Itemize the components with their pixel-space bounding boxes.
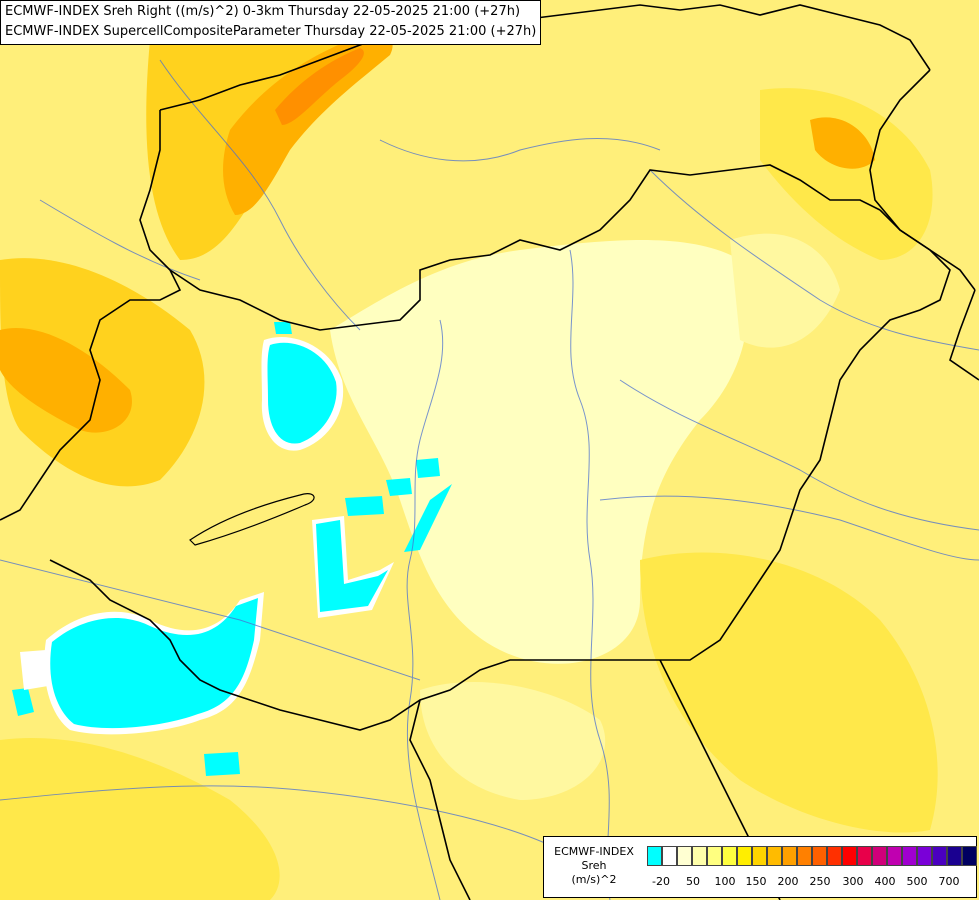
legend-swatch [917,846,932,866]
negative-area-2 [274,322,292,334]
legend-title: ECMWF-INDEX Sreh (m/s)^2 [544,845,644,887]
lake-balaton [189,493,315,546]
border-hungary-east [660,209,951,661]
legend-tick-label: 500 [906,875,928,888]
mid-zone-southeast [640,552,938,833]
pale-zone-south [420,681,606,800]
orange-zone-west [0,328,132,433]
legend-tick-label: 400 [874,875,896,888]
negative-area-3 [345,496,384,516]
legend-swatch [767,846,782,866]
white-patch-1 [20,650,48,690]
map-header: ECMWF-INDEX Sreh Right ((m/s)^2) 0-3km T… [0,0,542,45]
border-northeast [869,69,976,291]
pale-zone-central [330,240,748,664]
legend-tick-label: 50 [686,875,700,888]
legend-swatch [932,846,947,866]
legend-swatch [752,846,767,866]
orange-zone-north [223,35,393,215]
legend-tick-label: 250 [809,875,831,888]
border-austria [0,269,182,521]
negative-area-8 [50,598,258,729]
border-hungary-south [49,559,660,731]
legend-swatch [737,846,752,866]
negative-area-10 [204,752,240,776]
border-croatia [409,699,471,900]
legend-swatch [722,846,737,866]
legend-tick-label: 200 [777,875,799,888]
legend-swatch [692,846,707,866]
border-romania [949,289,979,381]
mid-zone-southwest [0,738,280,900]
deep-orange-zone-north [275,48,364,125]
pale-zone-east [730,233,840,348]
negative-area-4 [386,478,412,496]
legend-title-line-2: Sreh [581,859,607,872]
legend-title-line-3: (m/s)^2 [571,873,617,886]
legend-swatch [962,846,977,866]
legend-swatch [812,846,827,866]
border-hungary-north [169,164,881,331]
legend-swatch [677,846,692,866]
country-borders [0,4,979,900]
legend-swatch [902,846,917,866]
legend-swatch [872,846,887,866]
legend-tick-label: -20 [652,875,670,888]
legend-swatch [887,846,902,866]
negative-area-6 [404,484,452,552]
legend-tick-label: 100 [714,875,736,888]
legend-swatch [827,846,842,866]
rivers [0,59,979,900]
legend-swatch [797,846,812,866]
legend-swatch [707,846,722,866]
legend-tick-label: 300 [842,875,864,888]
color-legend: ECMWF-INDEX Sreh (m/s)^2 -20 50 100 150 200 2… [543,836,977,898]
legend-swatch [842,846,857,866]
negative-area-1 [267,342,337,444]
orange-zone-northeast [810,117,875,169]
legend-tick-labels: -20 50 100 150 200 250 300 400 500 700 [544,875,976,891]
legend-swatch [947,846,962,866]
legend-tick-label: 700 [938,875,960,888]
header-line-1: ECMWF-INDEX Sreh Right ((m/s)^2) 0-3km T… [5,4,521,19]
legend-swatch [857,846,872,866]
border-north [159,4,931,111]
negative-area-7 [316,520,388,612]
legend-tick-label: 150 [745,875,767,888]
border-west [139,110,171,271]
legend-title-line-1: ECMWF-INDEX [554,845,634,858]
legend-swatch [782,846,797,866]
header-line-2: ECMWF-INDEX SupercellCompositeParameter … [5,24,537,39]
negative-area-5 [416,458,440,478]
legend-swatch [662,846,677,866]
negative-area-9 [12,688,34,716]
legend-swatch [647,846,662,866]
